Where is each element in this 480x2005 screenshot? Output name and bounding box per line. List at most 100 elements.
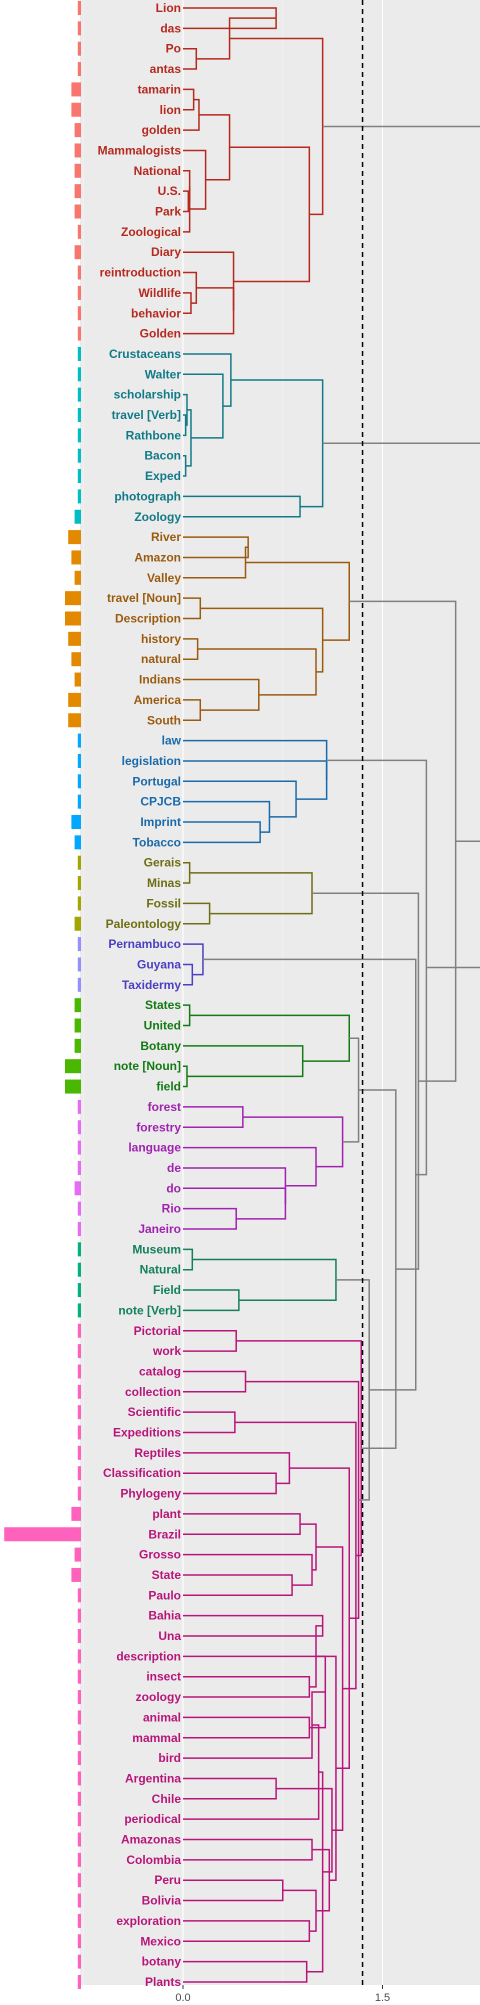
leaf-label: Scientific	[128, 1405, 182, 1419]
frequency-bar	[71, 550, 81, 565]
leaf-label: collection	[125, 1385, 181, 1399]
frequency-bar	[77, 1, 81, 15]
leaf-label: natural	[141, 652, 181, 666]
frequency-bar	[77, 1812, 81, 1827]
frequency-bar	[77, 1364, 81, 1379]
frequency-bar	[71, 652, 81, 667]
dendrogram-tree	[183, 7, 480, 1983]
leaf-label: Indians	[139, 673, 181, 687]
leaf-label: Phylogeny	[120, 1487, 181, 1501]
leaf-label: Pernambuco	[108, 937, 181, 951]
frequency-bar	[74, 1038, 81, 1053]
leaf-label: Bolivia	[142, 1894, 182, 1908]
leaf-label: Bacon	[144, 449, 181, 463]
leaf-label: Expeditions	[113, 1426, 181, 1440]
leaf-label: Valley	[147, 571, 181, 585]
frequency-bar	[68, 692, 81, 707]
leaf-label: Colombia	[126, 1853, 181, 1867]
frequency-bar	[74, 163, 81, 178]
leaf-label: Amazonas	[121, 1833, 181, 1847]
frequency-bar	[77, 1669, 81, 1684]
leaf-label: travel [Verb]	[112, 408, 181, 422]
frequency-bar	[77, 1893, 81, 1908]
frequency-bar	[77, 1690, 81, 1705]
frequency-bar	[77, 977, 81, 992]
leaf-label: River	[151, 530, 181, 544]
leaf-label: Minas	[147, 876, 181, 890]
frequency-bar	[77, 1222, 81, 1236]
leaf-label: Golden	[140, 327, 181, 341]
frequency-bar	[77, 774, 81, 789]
frequency-bar	[77, 1344, 81, 1359]
frequency-bar	[74, 1018, 81, 1033]
frequency-bar	[65, 1059, 81, 1074]
leaf-label: das	[160, 21, 181, 35]
leaf-label: Zoological	[121, 225, 181, 239]
frequency-bar	[77, 408, 81, 422]
frequency-bar	[77, 448, 81, 463]
leaf-label: catalog	[139, 1364, 181, 1378]
frequency-bar	[77, 1771, 81, 1786]
frequency-bar	[77, 1405, 81, 1420]
leaf-label: Gerais	[144, 856, 182, 870]
leaf-label: Amazon	[134, 550, 181, 564]
frequency-bar	[77, 1751, 81, 1766]
frequency-bar	[77, 41, 81, 56]
frequency-bar	[74, 123, 81, 138]
leaf-label: animal	[143, 1710, 181, 1724]
frequency-bar	[77, 1608, 81, 1623]
frequency-bar	[77, 1120, 81, 1135]
frequency-bar	[68, 631, 81, 646]
leaf-label: exploration	[116, 1914, 181, 1928]
panel-background	[80, 0, 480, 1985]
frequency-bar	[77, 1323, 81, 1338]
frequency-bar	[77, 1303, 81, 1318]
leaf-label: Mexico	[140, 1934, 181, 1948]
frequency-bar	[77, 1974, 81, 1989]
dendrogram-branch	[322, 442, 480, 969]
frequency-bar	[74, 835, 81, 850]
leaf-label: Natural	[140, 1263, 181, 1277]
frequency-bar	[77, 794, 81, 809]
leaf-label: Chile	[152, 1792, 182, 1806]
leaf-label: lion	[160, 103, 181, 117]
leaf-label: Paleontology	[106, 917, 182, 931]
leaf-label: forest	[148, 1100, 181, 1114]
frequency-bar	[77, 428, 81, 443]
frequency-bar	[77, 21, 81, 36]
leaf-label: Fossil	[146, 896, 181, 910]
frequency-bar	[74, 184, 81, 199]
frequency-bar	[74, 570, 81, 585]
frequency-bar	[68, 713, 81, 728]
frequency-bar	[77, 1283, 81, 1298]
x-axis: 0.01.53.0	[175, 1985, 390, 2004]
dendrogram-branch	[183, 186, 191, 233]
frequency-bar	[65, 1079, 81, 1094]
frequency-bar	[77, 1099, 81, 1114]
leaf-label: note [Noun]	[114, 1059, 181, 1073]
frequency-bar	[77, 896, 81, 911]
leaf-label: travel [Noun]	[107, 591, 181, 605]
leaf-label: Rio	[162, 1202, 181, 1216]
leaf-label: Plants	[145, 1975, 181, 1989]
frequency-bar	[77, 1242, 81, 1257]
leaf-labels: Lion das Po antas tamarin lion golden Mammalogi…	[98, 1, 182, 1989]
frequency-bar	[77, 1140, 81, 1155]
frequency-bar	[77, 387, 81, 402]
leaf-label: antas	[150, 62, 182, 76]
leaf-label: CPJCB	[140, 795, 181, 809]
frequency-bar	[77, 1649, 81, 1664]
frequency-bar	[77, 1832, 81, 1847]
leaf-label: Classification	[103, 1466, 181, 1480]
frequency-bar	[77, 1873, 81, 1888]
leaf-label: de	[167, 1161, 181, 1175]
leaf-label: State	[152, 1568, 182, 1582]
leaf-label: Walter	[145, 367, 182, 381]
frequency-bar	[77, 1486, 81, 1501]
leaf-label: reintroduction	[100, 266, 181, 280]
frequency-bar	[77, 1201, 81, 1216]
leaf-label: National	[134, 164, 181, 178]
frequency-bar	[65, 611, 81, 626]
